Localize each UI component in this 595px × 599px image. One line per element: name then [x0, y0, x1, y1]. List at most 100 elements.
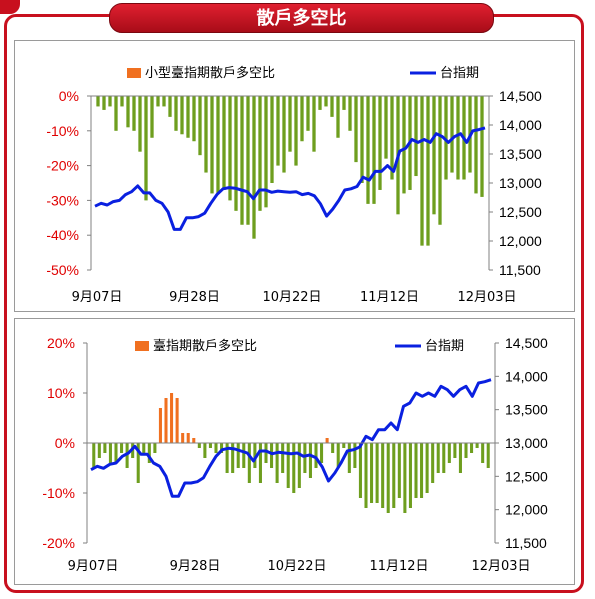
- bar: [392, 443, 396, 508]
- x-tick-label: 10月22日: [262, 290, 321, 305]
- bar: [474, 96, 478, 194]
- index-line: [94, 126, 486, 231]
- legend-bar-label: 臺指期散戶多空比: [153, 338, 257, 354]
- bar: [384, 96, 388, 159]
- bar: [381, 443, 385, 508]
- bar: [97, 443, 101, 458]
- bar: [370, 443, 374, 503]
- bar: [312, 96, 316, 152]
- bar: [420, 96, 424, 246]
- bar: [447, 443, 451, 463]
- bar: [450, 96, 454, 173]
- bar: [198, 96, 202, 156]
- right-tick-label: 12,000: [505, 502, 548, 518]
- chart-top: 0% -10% -20% -30% -40% -50% 14,500 14,000 13,500…: [46, 65, 542, 305]
- bar: [125, 443, 129, 468]
- bar: [270, 443, 274, 468]
- bar: [464, 443, 468, 458]
- x-tick-label: 10月22日: [267, 559, 326, 574]
- bar: [197, 443, 201, 448]
- bar: [214, 443, 218, 453]
- bar: [144, 96, 148, 201]
- bar: [414, 96, 418, 177]
- left-tick-label: 10%: [47, 385, 75, 401]
- bar: [247, 443, 251, 483]
- bar: [92, 443, 96, 468]
- bar: [342, 443, 346, 448]
- left-tick-label: -10%: [42, 485, 75, 501]
- right-tick-label: 12,500: [499, 204, 542, 220]
- bar: [108, 443, 112, 463]
- x-tick-label: 9月07日: [68, 559, 119, 574]
- bar: [300, 96, 304, 142]
- bar: [366, 96, 370, 204]
- bar: [174, 96, 178, 131]
- bar: [425, 443, 429, 493]
- bar: [222, 96, 226, 190]
- bar: [324, 96, 328, 107]
- left-tick-label: 0%: [55, 435, 75, 451]
- right-tick-label: 14,500: [505, 335, 548, 351]
- bar: [234, 96, 238, 211]
- bar: [282, 96, 286, 173]
- bar: [228, 96, 232, 201]
- right-tick-label: 14,000: [499, 117, 542, 133]
- left-tick-label: -20%: [42, 535, 75, 551]
- x-tick-label: 9月28日: [169, 290, 220, 305]
- bar: [147, 443, 151, 463]
- bar: [297, 443, 301, 488]
- bar: [360, 96, 364, 183]
- bar: [264, 96, 268, 208]
- bar: [208, 443, 212, 448]
- bar: [203, 443, 207, 458]
- bar: [325, 438, 329, 443]
- bar: [96, 96, 100, 107]
- bar: [318, 96, 322, 110]
- bar: [481, 443, 485, 463]
- bar: [142, 443, 146, 453]
- bar: [347, 443, 351, 473]
- bar: [132, 96, 136, 131]
- bar: [225, 443, 229, 473]
- left-tick-label: 20%: [47, 335, 75, 351]
- bar: [170, 393, 174, 443]
- bar: [114, 96, 118, 131]
- bar: [314, 443, 318, 468]
- chart-panel-bottom: 20% 10% 0% -10% -20% 14,500 14,000 13,500 13,000…: [14, 318, 575, 585]
- left-tick-label: -40%: [46, 227, 79, 243]
- bar: [136, 443, 140, 483]
- bar: [390, 96, 394, 180]
- bar: [303, 443, 307, 473]
- x-tick-label: 9月07日: [72, 290, 123, 305]
- x-tick-label: 9月28日: [170, 559, 221, 574]
- bar: [258, 443, 262, 483]
- bar: [364, 443, 368, 508]
- legend-line-label: 台指期: [440, 66, 479, 81]
- bar: [275, 443, 279, 483]
- bar: [288, 96, 292, 152]
- bar: [432, 96, 436, 215]
- bar: [306, 96, 310, 131]
- bar: [403, 443, 407, 513]
- bar: [292, 443, 296, 493]
- bar: [336, 443, 340, 468]
- bar: [242, 443, 246, 468]
- bar: [120, 443, 124, 453]
- bar: [153, 443, 157, 453]
- bar: [276, 96, 280, 166]
- bar: [458, 443, 462, 473]
- bar: [158, 408, 162, 443]
- bar: [231, 443, 235, 473]
- right-tick-label: 11,500: [499, 262, 541, 278]
- right-tick-label: 14,500: [499, 88, 542, 104]
- bar: [156, 96, 160, 107]
- bar: [486, 443, 490, 468]
- bar: [162, 96, 166, 107]
- bar: [175, 398, 179, 443]
- bar: [252, 96, 256, 239]
- right-tick-label: 11,500: [505, 535, 547, 551]
- right-tick-label: 12,500: [505, 468, 548, 484]
- bar: [436, 443, 440, 473]
- bar: [320, 443, 324, 463]
- bar: [456, 96, 460, 180]
